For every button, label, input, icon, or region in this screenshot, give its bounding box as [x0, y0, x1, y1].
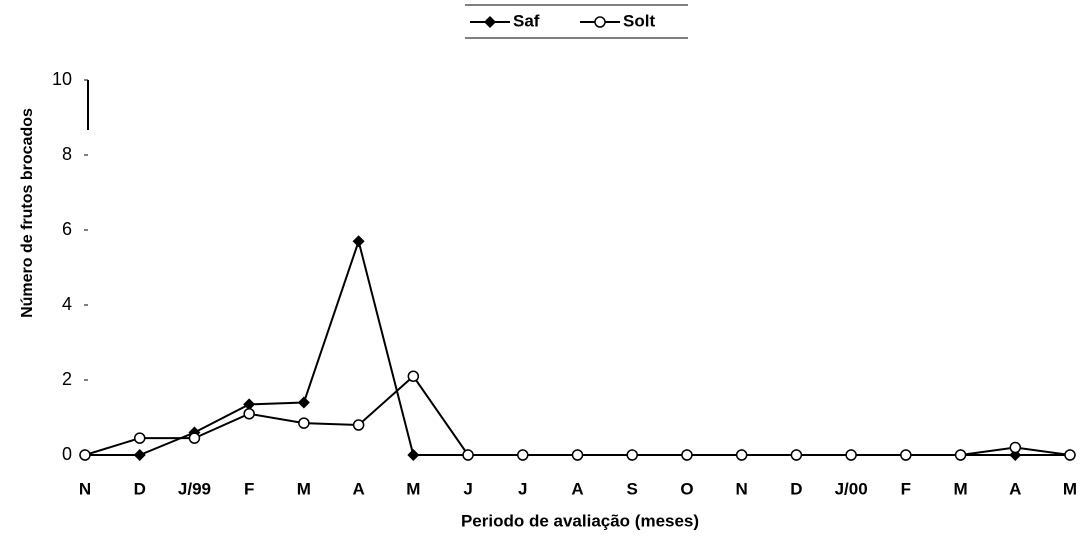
series-line [85, 237, 1070, 456]
x-tick-label: A [571, 479, 583, 498]
marker [571, 449, 584, 461]
marker [407, 370, 420, 382]
x-tick-label: N [736, 479, 748, 498]
marker [297, 396, 310, 409]
x-tick-label: M [297, 479, 311, 498]
y-tick-label: 0 [62, 444, 72, 464]
marker [352, 235, 365, 248]
series-line [84, 374, 1071, 456]
x-tick-label: F [244, 479, 254, 498]
legend-marker [484, 16, 496, 28]
marker [790, 449, 803, 461]
legend-label: Solt [623, 11, 655, 30]
x-tick-label: M [1063, 479, 1077, 498]
marker [735, 449, 748, 461]
x-tick-label: A [1009, 479, 1021, 498]
marker [517, 449, 529, 461]
y-axis-label: Número de frutos brocados [19, 108, 36, 318]
marker [298, 417, 310, 429]
x-tick-label: J [518, 479, 527, 498]
marker [900, 449, 912, 461]
marker [133, 449, 146, 461]
x-tick-label: F [901, 479, 911, 498]
marker [133, 432, 146, 444]
y-tick-label: 8 [62, 144, 72, 164]
x-tick-label: N [79, 479, 91, 498]
marker [243, 398, 256, 411]
marker [681, 449, 693, 461]
x-tick-label: J [463, 479, 472, 498]
y-tick-label: 6 [62, 219, 72, 239]
x-tick-label: D [134, 479, 146, 498]
marker [407, 449, 420, 461]
y-tick-label: 4 [62, 294, 72, 314]
marker [626, 449, 638, 461]
marker [1009, 441, 1022, 454]
marker [845, 449, 857, 461]
x-tick-label: A [352, 479, 364, 498]
x-tick-label: O [680, 479, 693, 498]
x-axis-label: Periodo de avaliação (meses) [461, 511, 699, 530]
marker [462, 449, 474, 461]
x-tick-label: S [627, 479, 638, 498]
marker [243, 408, 255, 420]
marker [954, 449, 967, 461]
marker [352, 419, 365, 431]
x-tick-label: M [953, 479, 967, 498]
marker [1064, 449, 1076, 461]
y-tick-label: 2 [62, 369, 72, 389]
y-tick-label: 10 [52, 69, 72, 89]
legend-label: Saf [513, 11, 540, 30]
x-tick-label: M [406, 479, 420, 498]
x-tick-label: D [790, 479, 802, 498]
legend-marker [594, 16, 606, 28]
marker [188, 432, 201, 444]
x-tick-label: J/99 [178, 479, 211, 498]
x-tick-label: J/00 [835, 479, 868, 498]
marker [79, 449, 91, 461]
